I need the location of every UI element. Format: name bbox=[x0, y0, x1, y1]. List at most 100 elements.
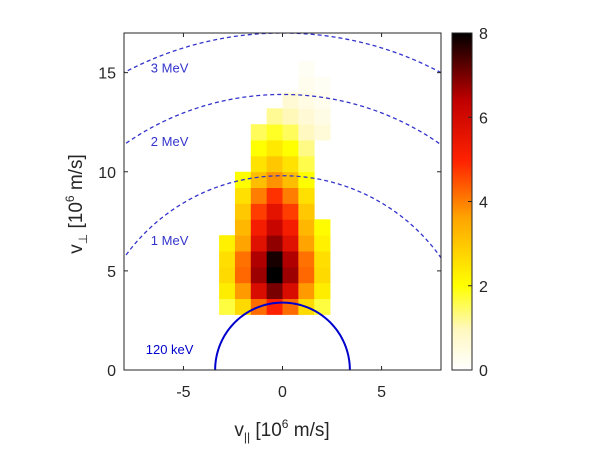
heatmap-cell bbox=[250, 251, 268, 268]
heatmap-cell bbox=[282, 235, 299, 252]
heatmap-cell bbox=[266, 124, 283, 141]
heatmap-cell bbox=[234, 282, 252, 300]
y-tick-label: 15 bbox=[98, 66, 116, 83]
heatmap-cell bbox=[266, 235, 283, 252]
y-axis-ticks: 0 5 10 15 bbox=[98, 66, 441, 380]
heatmap-cell bbox=[266, 187, 283, 204]
heatmap-cell bbox=[266, 140, 283, 157]
colorbar-gradient bbox=[452, 33, 472, 370]
heatmap-cell bbox=[282, 92, 299, 109]
x-tick-label: 5 bbox=[377, 384, 386, 401]
heatmap-cell bbox=[314, 282, 331, 300]
heatmap-cell bbox=[314, 235, 331, 252]
heatmap-cell bbox=[314, 124, 331, 141]
energy-curve-label: 120 keV bbox=[146, 342, 194, 357]
heatmap-cell bbox=[314, 298, 331, 315]
energy-curve bbox=[214, 301, 351, 370]
x-tick-label: 0 bbox=[278, 384, 287, 401]
energy-curve-label: 2 MeV bbox=[151, 134, 189, 149]
heatmap-cell bbox=[282, 282, 299, 300]
heatmap-cell bbox=[282, 108, 299, 125]
heatmap-cell bbox=[298, 235, 315, 252]
heatmap-cell bbox=[250, 219, 268, 236]
colorbar-ticks: 0 2 4 6 8 bbox=[468, 26, 488, 380]
colorbar-tick-label: 8 bbox=[479, 26, 488, 43]
heatmap-cell bbox=[266, 108, 283, 125]
heatmap-cell bbox=[282, 251, 299, 268]
colorbar-tick-label: 0 bbox=[479, 363, 488, 380]
heatmap-cell bbox=[298, 76, 315, 93]
heatmap-cell bbox=[219, 266, 236, 284]
energy-curve-label: 1 MeV bbox=[151, 233, 189, 248]
heatmap-cell bbox=[298, 266, 315, 284]
heatmap-cell bbox=[250, 266, 268, 284]
heatmap-cell bbox=[219, 251, 236, 268]
heatmap-cell bbox=[298, 187, 315, 204]
heatmap-cell bbox=[250, 140, 268, 157]
heatmap-cell bbox=[234, 187, 252, 204]
heatmap-cell bbox=[219, 298, 236, 315]
heatmap-cell bbox=[298, 60, 315, 78]
heatmap-cell bbox=[282, 155, 299, 173]
x-tick-label: -5 bbox=[176, 384, 190, 401]
heatmap-cell bbox=[250, 187, 268, 204]
colorbar-tick-label: 4 bbox=[479, 195, 488, 212]
energy-curve-label: 3 MeV bbox=[151, 61, 189, 76]
colorbar-tick-label: 2 bbox=[479, 279, 488, 296]
heatmap-cell bbox=[266, 251, 283, 268]
y-tick-label: 5 bbox=[107, 264, 116, 281]
heatmap-cell bbox=[250, 282, 268, 300]
energy-curves bbox=[124, 33, 441, 370]
heatmap-cell bbox=[266, 298, 283, 315]
heatmap-cell bbox=[234, 298, 252, 315]
heatmap-cell bbox=[266, 203, 283, 220]
y-tick-label: 10 bbox=[98, 165, 116, 182]
colorbar-tick-label: 6 bbox=[479, 110, 488, 127]
heatmap-cell bbox=[314, 266, 331, 284]
plot-area: -5 0 5 0 5 10 15 3 MeV 2 MeV 1 MeV 120 keV bbox=[98, 32, 442, 401]
heatmap-cell bbox=[282, 124, 299, 141]
heatmap-cell bbox=[314, 108, 331, 125]
heatmap-cell bbox=[219, 235, 236, 252]
colorbar: 0 2 4 6 8 bbox=[451, 26, 488, 380]
heatmap-cell bbox=[298, 251, 315, 268]
heatmap-cell bbox=[282, 171, 299, 189]
heatmap-cell bbox=[298, 219, 315, 236]
heatmap-cell bbox=[266, 282, 283, 300]
heatmap-cell bbox=[298, 171, 315, 189]
heatmap-cell bbox=[282, 266, 299, 284]
x-axis-ticks: -5 0 5 bbox=[176, 33, 386, 401]
heatmap-cells bbox=[219, 60, 331, 315]
heatmap-cell bbox=[282, 219, 299, 236]
x-axis-label: v|| [106 m/s] bbox=[234, 417, 329, 444]
heatmap-cell bbox=[219, 282, 236, 300]
y-tick-label: 0 bbox=[107, 363, 116, 380]
heatmap-cell bbox=[298, 124, 315, 141]
heatmap-cell bbox=[250, 124, 268, 141]
y-axis-label: v⊥ [106 m/s] bbox=[63, 154, 90, 254]
heatmap-cell bbox=[282, 203, 299, 220]
heatmap-cell bbox=[314, 219, 331, 236]
heatmap-cell bbox=[298, 282, 315, 300]
heatmap-cell bbox=[298, 92, 315, 109]
heatmap-cell bbox=[298, 155, 315, 173]
heatmap-cell bbox=[234, 266, 252, 284]
heatmap-cell bbox=[314, 76, 331, 93]
heatmap-cell bbox=[282, 298, 299, 315]
heatmap-cell bbox=[314, 92, 331, 109]
heatmap-cell bbox=[250, 171, 268, 189]
heatmap-cell bbox=[266, 219, 283, 236]
heatmap-cell bbox=[266, 155, 283, 173]
heatmap-cell bbox=[298, 203, 315, 220]
heatmap-cell bbox=[234, 251, 252, 268]
heatmap-cell bbox=[250, 155, 268, 173]
heatmap-cell bbox=[298, 140, 315, 157]
heatmap-cell bbox=[282, 187, 299, 204]
heatmap-cell bbox=[250, 203, 268, 220]
heatmap-cell bbox=[282, 140, 299, 157]
heatmap-cell bbox=[298, 108, 315, 125]
energy-curve-labels: 3 MeV 2 MeV 1 MeV 120 keV bbox=[146, 61, 194, 358]
heatmap-cell bbox=[234, 235, 252, 252]
heatmap-cell bbox=[250, 235, 268, 252]
